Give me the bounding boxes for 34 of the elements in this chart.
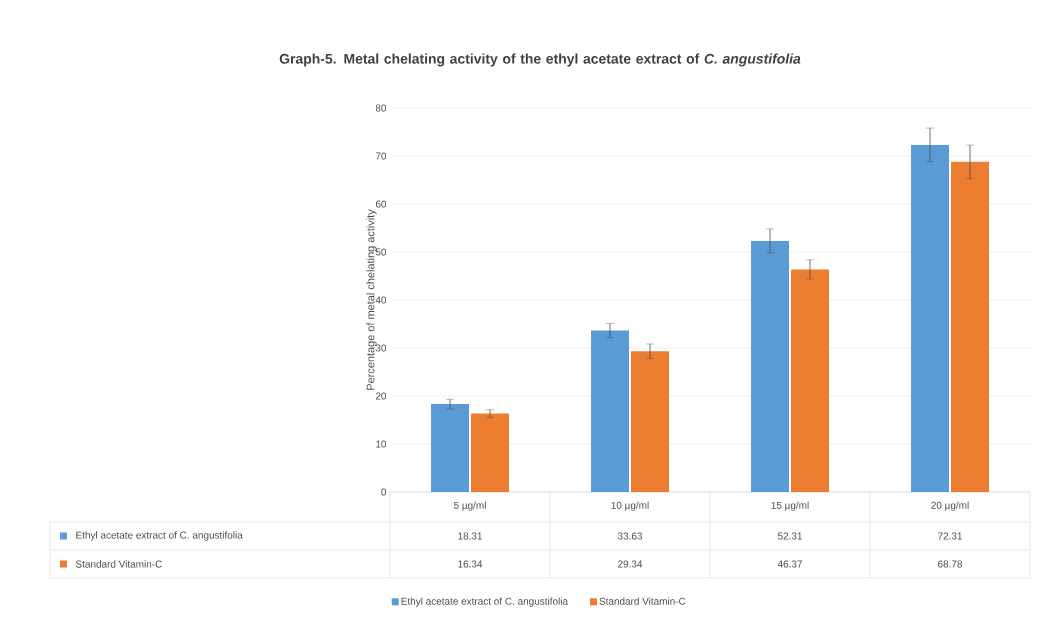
data-label: 18.31 (458, 532, 482, 540)
data-label: 52.31 (777, 532, 802, 540)
bar (791, 269, 829, 492)
bar (471, 413, 509, 492)
y-tick-label: 30 (375, 344, 387, 352)
bar (911, 144, 950, 492)
y-tick-label: 40 (375, 296, 387, 304)
text: Ethyl acetate extract of C. angustifolia (76, 531, 243, 541)
data-label: 72.31 (938, 532, 962, 540)
data-label: 16.34 (458, 560, 483, 568)
x-tick-label: 20 µg/ml (931, 501, 969, 511)
bar (431, 404, 470, 492)
bar (751, 240, 790, 492)
chart-title: Graph-5. Metal chelating activity of the ethyl acetate extract of C. angustifolia (279, 53, 801, 67)
y-tick-label: 50 (375, 248, 387, 256)
data-label: 68.78 (938, 560, 963, 568)
y-tick-label: 10 (376, 440, 387, 448)
y-tick-label: 0 (381, 488, 387, 496)
y-tick-label: 80 (375, 104, 387, 112)
x-tick-label: 5 µg/ml (453, 501, 486, 511)
legend-label: Ethyl acetate extract of C. angustifolia (401, 597, 568, 607)
data-label: 29.34 (618, 560, 643, 568)
bar (951, 161, 989, 492)
data-label: 46.37 (777, 560, 802, 568)
bar (631, 351, 669, 492)
legend-label: Standard Vitamin-C (599, 597, 686, 605)
x-tick-label: 10 µg/ml (611, 501, 649, 511)
y-tick-label: 20 (375, 392, 387, 400)
data-label: 33.63 (617, 532, 643, 540)
y-tick-label: 70 (375, 152, 387, 160)
x-tick-label: 15 µg/ml (771, 501, 809, 511)
y-tick-label: 60 (375, 200, 387, 208)
text: Standard Vitamin-C (75, 560, 162, 568)
bar (591, 330, 630, 492)
